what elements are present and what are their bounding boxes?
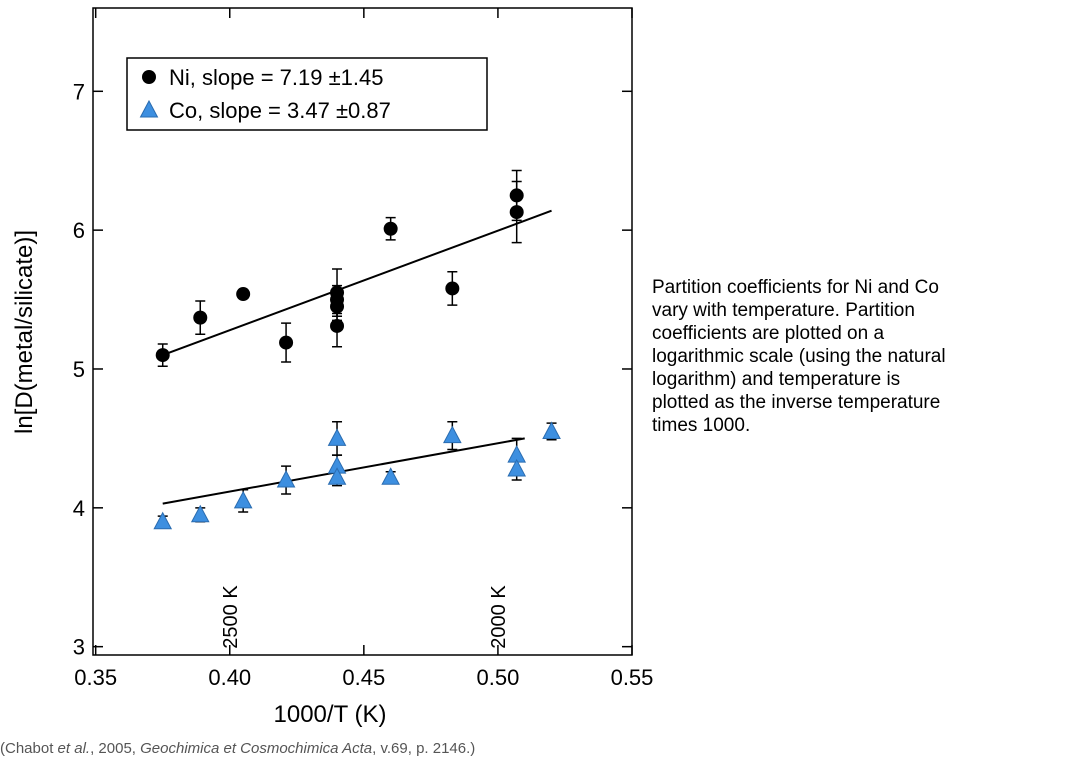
annotation: 2000 K [488,585,510,649]
caption-line: vary with temperature. Partition [652,300,915,321]
x-tick-label: 0.40 [208,665,251,690]
caption-line: logarithmic scale (using the natural [652,346,946,367]
legend-marker [142,70,156,84]
credit-text: Geochimica et Cosmochimica Acta [140,740,373,757]
credit: (Chabot et al., 2005, Geochimica et Cosm… [0,740,475,757]
data-point [279,335,294,350]
data-point [276,469,296,488]
data-point [330,318,345,333]
y-axis-title: ln[D(metal/silicate)] [11,230,38,434]
caption-line: logarithm) and temperature is [652,369,901,390]
credit-text: et al. [57,740,91,757]
y-tick-label: 6 [73,218,85,243]
caption-line: plotted as the inverse temperature [652,392,941,413]
legend-label: Co, slope = 3.47 ±0.87 [169,98,391,123]
caption-line: Partition coefficients for Ni and Co [652,277,939,298]
y-tick-label: 3 [73,635,85,660]
credit-text: (Chabot [0,740,58,757]
caption-line: times 1000. [652,415,751,436]
caption-line: coefficients are plotted on a [652,323,885,344]
caption: Partition coefficients for Ni and Co vary… [652,276,946,437]
data-point [233,490,253,509]
data-point [381,467,400,485]
y-tick-label: 4 [73,496,85,521]
annotation: 2500 K [220,585,242,649]
data-point [155,348,170,363]
data-point [383,221,398,236]
credit-text: , 2005, [90,740,141,757]
data-point [190,504,210,523]
x-tick-label: 0.55 [611,665,654,690]
legend-label: Ni, slope = 7.19 ±1.45 [169,65,384,90]
data-point [509,205,524,220]
data-point [443,425,462,444]
data-point [445,281,460,296]
data-point [327,467,347,485]
data-point [542,421,561,439]
y-tick-label: 7 [73,79,85,104]
legend-marker [139,99,159,118]
data-point [330,299,345,314]
plot-frame [92,7,633,656]
data-point [509,188,524,203]
x-tick-label: 0.50 [477,665,520,690]
fit-line [162,209,552,357]
chart: 1000/T (K) ln[D(metal/silicate)] 0.35 0.4… [11,7,654,728]
data-point [153,511,173,530]
legend-box [126,57,488,131]
x-tick-label: 0.35 [74,665,117,690]
data-point [507,458,527,477]
data-point [193,310,208,325]
y-tick-label: 5 [73,357,85,382]
x-axis-title: 1000/T (K) [274,701,387,728]
credit-text: , v.69, p. 2146.) [372,740,476,757]
data-point [327,428,347,446]
x-tick-label: 0.45 [342,665,385,690]
data-point [236,287,251,302]
